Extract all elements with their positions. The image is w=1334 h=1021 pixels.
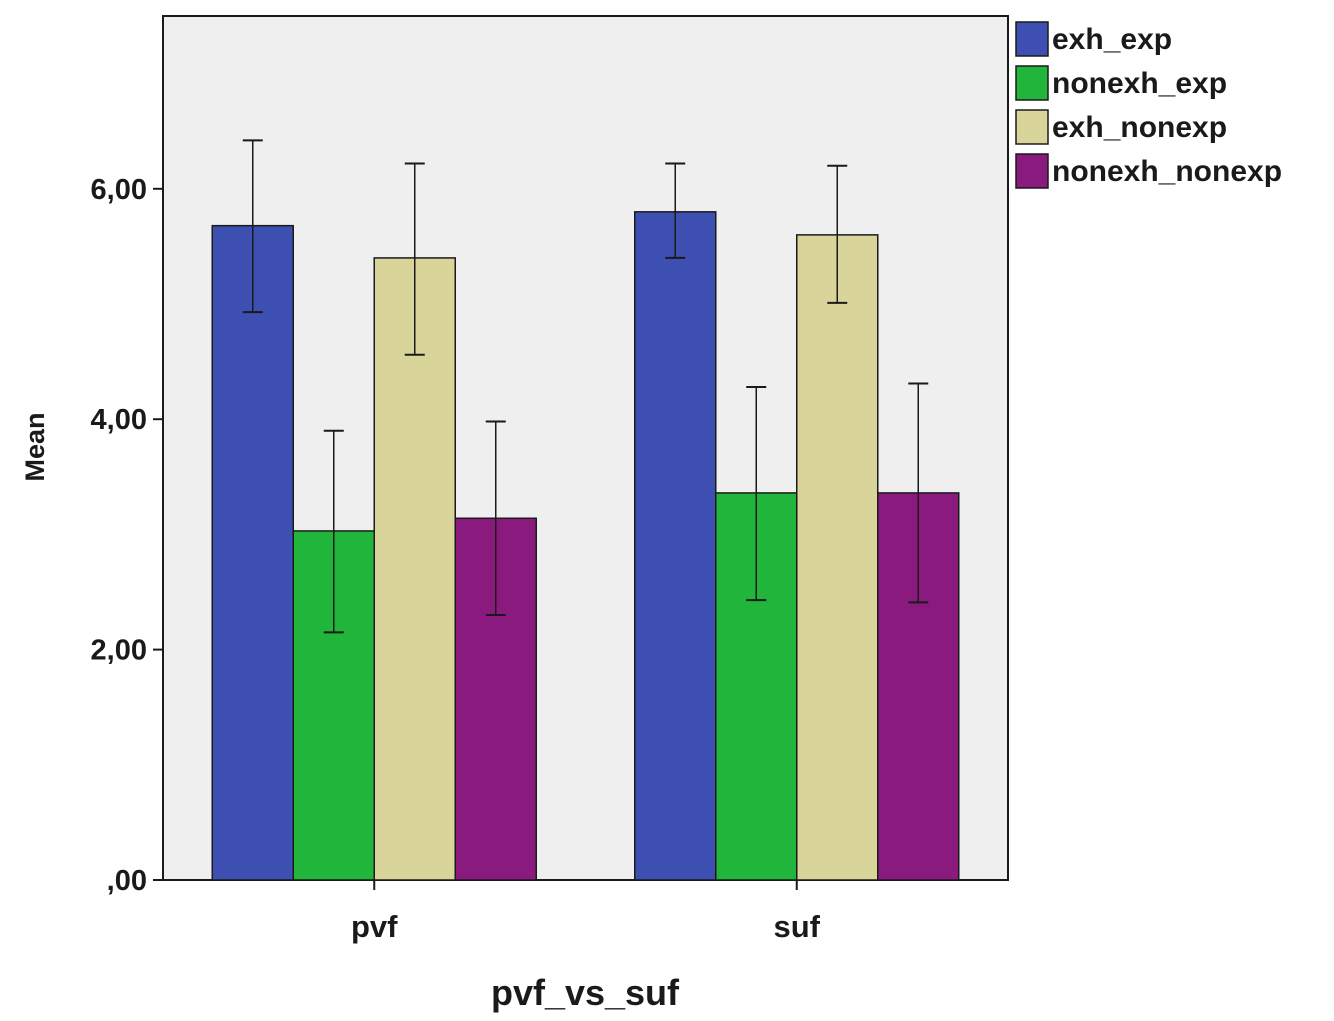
- error-bar-exh_exp-pvf: [242, 139, 263, 314]
- bar-nonexh_nonexp-suf: [877, 492, 960, 881]
- legend-item-exh_exp: exh_exp: [1015, 21, 1172, 57]
- error-bar-nonexh_exp-suf: [746, 385, 767, 602]
- legend-label: nonexh_exp: [1052, 67, 1227, 100]
- y-axis: ,00 2,00 4,00 6,00: [91, 174, 163, 897]
- error-bar-nonexh_exp-pvf: [323, 429, 344, 634]
- legend-label: nonexh_nonexp: [1052, 155, 1282, 188]
- legend-item-nonexh_exp: nonexh_exp: [1015, 65, 1227, 101]
- legend-item-exh_nonexp: exh_nonexp: [1015, 109, 1227, 145]
- bar-exh_nonexp-pvf: [373, 257, 456, 881]
- error-bar-exh_nonexp-suf: [827, 164, 848, 304]
- legend-swatch: [1015, 153, 1049, 189]
- bar-exh_exp-pvf: [211, 224, 294, 881]
- x-axis-title: pvf_vs_suf: [491, 972, 680, 1013]
- x-axis: pvf suf: [351, 880, 821, 944]
- error-bar-nonexh_nonexp-suf: [908, 382, 929, 604]
- y-axis-title: Mean: [20, 412, 50, 481]
- legend-item-nonexh_nonexp: nonexh_nonexp: [1015, 153, 1282, 189]
- legend: exh_exp nonexh_exp exh_nonexp nonexh_nonexp: [1015, 21, 1282, 189]
- error-bar-exh_exp-suf: [665, 162, 686, 259]
- y-tick-label: 4,00: [91, 404, 147, 436]
- error-bars-layer: [242, 139, 929, 634]
- y-tick-label: ,00: [107, 865, 147, 897]
- x-tick-label-pvf: pvf: [351, 909, 398, 944]
- error-bar-nonexh_nonexp-pvf: [485, 420, 506, 617]
- bar-exh_nonexp-suf: [796, 234, 879, 881]
- legend-swatch: [1015, 65, 1049, 101]
- y-tick-label: 2,00: [91, 635, 147, 667]
- legend-swatch: [1015, 109, 1049, 145]
- error-bar-exh_nonexp-pvf: [404, 162, 425, 356]
- bars-layer: [211, 211, 960, 881]
- legend-swatch: [1015, 21, 1049, 57]
- x-tick-label-suf: suf: [774, 909, 821, 944]
- legend-label: exh_exp: [1052, 23, 1172, 56]
- legend-label: exh_nonexp: [1052, 111, 1227, 144]
- y-tick-label: 6,00: [91, 174, 147, 206]
- bar-exh_exp-suf: [634, 211, 717, 881]
